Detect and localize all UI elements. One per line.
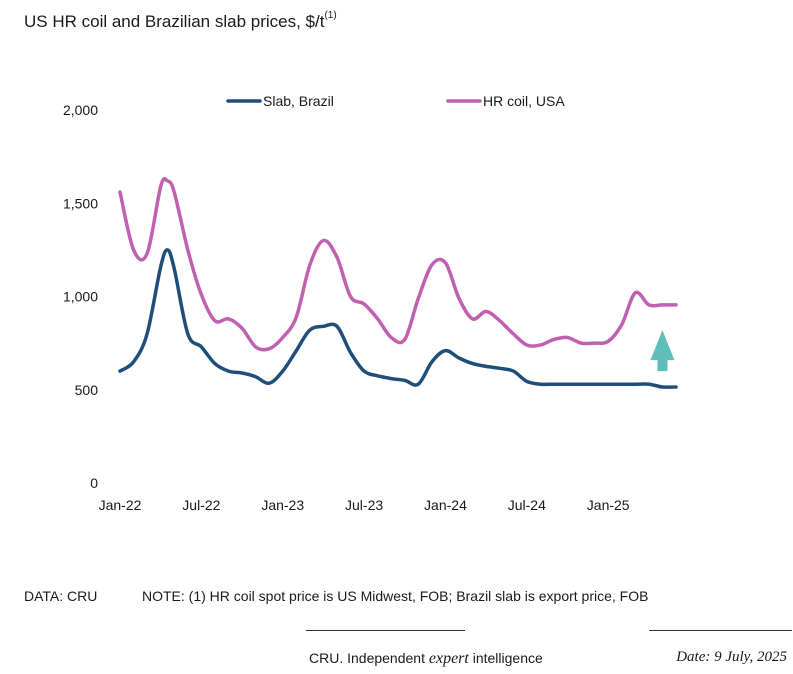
x-axis-ticks: Jan-22 Jul-22 Jan-23 Jul-23 Jan-24 Jul-24 Jan-… — [99, 497, 630, 513]
tagline-start: CRU. Independent — [309, 650, 429, 666]
y-tick-label: 500 — [75, 382, 99, 398]
footer-divider-left — [306, 630, 465, 631]
y-tick-label: 0 — [90, 475, 98, 491]
footer-divider-right — [649, 630, 792, 631]
up-arrow-annotation — [650, 330, 675, 372]
x-tick-label: Jul-22 — [182, 497, 220, 513]
chart-title-text: US HR coil and Brazilian slab prices, $/… — [24, 12, 325, 31]
publication-date: Date: 9 July, 2025 — [676, 649, 787, 665]
legend-label: HR coil, USA — [483, 93, 565, 109]
series-lines — [118, 177, 678, 389]
x-tick-label: Jan-22 — [99, 497, 142, 513]
series-line-slab-brazil — [118, 248, 678, 389]
chart-title-superscript: (1) — [324, 10, 337, 22]
series-line-hr-coil-usa — [118, 177, 678, 352]
y-tick-label: 2,000 — [63, 102, 98, 118]
legend-label: Slab, Brazil — [263, 93, 334, 109]
tagline-emphasis: expert — [428, 650, 469, 667]
x-tick-label: Jan-23 — [261, 497, 304, 513]
y-tick-label: 1,500 — [63, 195, 98, 211]
chart-title: US HR coil and Brazilian slab prices, $/… — [24, 10, 337, 32]
line-chart: 0 500 1,000 1,500 2,000 Jan-22 Jul-22 Jan-23 Ju… — [63, 93, 678, 513]
chart-annotations — [650, 330, 675, 372]
cru-tagline: CRU. Independent expert intelligence — [309, 650, 543, 668]
chart-note: NOTE: (1) HR coil spot price is US Midwe… — [142, 588, 649, 604]
y-axis-ticks: 0 500 1,000 1,500 2,000 — [63, 102, 98, 491]
tagline-end: intelligence — [468, 650, 543, 666]
x-tick-label: Jul-23 — [345, 497, 383, 513]
legend: Slab, Brazil HR coil, USA — [226, 93, 565, 109]
data-source: DATA: CRU — [24, 588, 98, 604]
x-tick-label: Jan-24 — [424, 497, 467, 513]
x-tick-label: Jan-25 — [587, 497, 630, 513]
y-tick-label: 1,000 — [63, 289, 98, 305]
x-tick-label: Jul-24 — [508, 497, 546, 513]
